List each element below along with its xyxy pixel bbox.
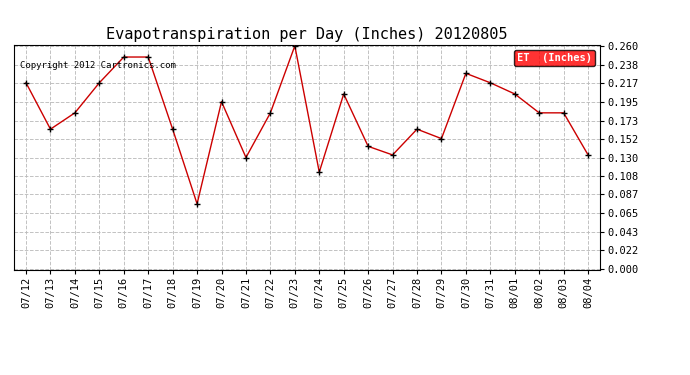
Legend: ET  (Inches): ET (Inches) xyxy=(514,50,595,66)
Title: Evapotranspiration per Day (Inches) 20120805: Evapotranspiration per Day (Inches) 2012… xyxy=(106,27,508,42)
Text: Copyright 2012 Cartronics.com: Copyright 2012 Cartronics.com xyxy=(19,61,175,70)
